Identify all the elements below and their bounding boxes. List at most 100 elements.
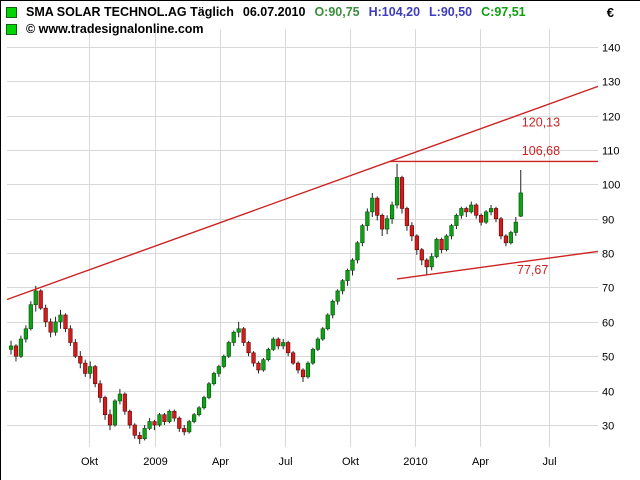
candle [187,419,192,434]
candle-body-up [167,410,172,422]
candle-body-down [107,414,113,426]
candle [83,359,88,377]
candle [137,431,142,444]
candle [276,337,281,350]
candle-body-up [355,242,360,261]
candle-body-up [434,239,439,257]
candle [13,344,19,362]
candle [172,409,177,422]
candle-body-up [325,314,330,330]
candle-body-down [162,414,167,422]
candle [310,347,316,365]
candle [28,301,33,331]
candle-body-up [211,373,217,385]
candle [484,210,489,224]
candle [48,318,53,338]
candle-body-up [365,211,370,226]
candle [474,203,479,219]
candle [132,423,137,439]
candle-body-up [236,328,241,333]
candle [58,309,63,329]
candle [117,388,122,405]
candle-body-up [518,192,523,217]
candle-body-up [53,321,58,333]
candle [98,380,103,403]
candle-body-down [127,410,132,426]
candle [513,217,518,236]
candle [503,234,509,247]
quote-date: 06.07.2010 [242,5,306,19]
x-axis-label: 2010 [403,456,427,468]
candle [394,163,400,209]
y-axis-label: 130 [602,77,620,89]
candle [370,192,375,218]
candle [295,361,301,374]
candle [177,416,182,432]
candle-body-down [152,421,157,426]
x-axis-label: Jul [278,456,292,468]
candle-body-down [182,428,187,433]
candle-body-up [469,204,474,213]
candle-body-down [493,208,499,220]
candle [518,169,523,218]
candle [498,217,504,240]
candle [335,289,340,305]
candle-body-up [454,215,459,226]
x-axis-label: Okt [81,456,98,468]
high-value: H:104,20 [368,5,421,19]
candle-body-down [98,383,103,398]
candle [182,425,187,436]
candle [206,382,212,400]
candle [508,230,513,245]
candle [127,409,132,429]
candle [256,361,261,374]
candle-body-up [192,414,197,422]
candle [38,289,43,310]
y-axis-label: 110 [602,146,620,158]
x-axis-label: 2009 [143,456,167,468]
x-axis-label: Apr [212,456,229,468]
candle-body-down [424,259,429,268]
candle-body-up [18,338,24,357]
candle [157,412,162,427]
candle-body-up [340,280,345,292]
candle-body-down [399,177,405,209]
candle-body-up [513,221,518,233]
candle-body-up [350,259,355,271]
candle-body-down [68,328,73,343]
candle-body-up [330,300,335,316]
lower-support-trendline [397,250,599,280]
candle [419,247,424,266]
open-value: O:90,75 [314,5,360,19]
candle-body-up [360,225,365,244]
candle [33,285,38,312]
candle-body-up [449,225,454,237]
candle [271,337,276,352]
candle [286,340,291,357]
candle-body-up [444,235,449,250]
candle [102,395,108,420]
candle [167,409,172,424]
candle-body-up [8,345,14,350]
candle [226,340,231,358]
candle [454,213,459,230]
price-annotation: 106,68 [522,144,560,158]
candle-body-down [93,366,98,385]
series-legend-icon [6,7,17,18]
candle [434,237,439,259]
candle [479,213,484,226]
candle-body-up [488,208,494,213]
candle-body-up [58,314,63,323]
candle [399,175,405,214]
instrument-row: SMA SOLAR TECHNOL.AG Täglich 06.07.2010 … [6,4,526,21]
candle [211,371,217,386]
candle-body-up [88,366,93,374]
candle [449,223,454,240]
candle [261,357,266,372]
candle [162,412,167,425]
low-value: L:90,50 [429,5,473,19]
candle [350,258,355,276]
candle [241,327,246,346]
candle [320,327,325,341]
